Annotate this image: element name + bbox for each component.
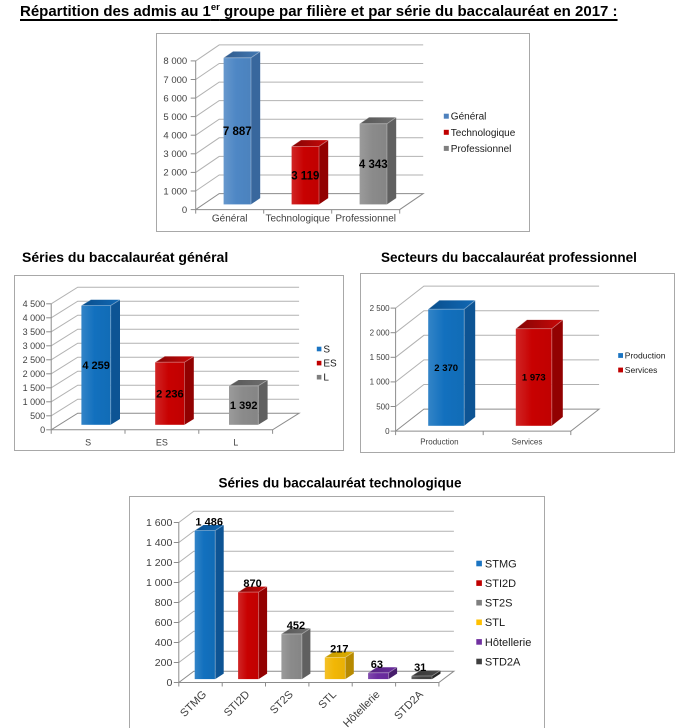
svg-text:63: 63 [371,659,383,671]
svg-text:1 000: 1 000 [146,577,172,589]
svg-text:1 973: 1 973 [522,373,546,384]
svg-text:Séries du baccalauréat général: Séries du baccalauréat général [22,249,228,265]
svg-text:STL: STL [485,617,505,629]
svg-text:4 000: 4 000 [23,313,46,323]
svg-text:4 500: 4 500 [23,299,46,309]
svg-text:Secteurs du baccalauréat profe: Secteurs du baccalauréat professionnel [381,250,637,265]
svg-text:3 000: 3 000 [23,341,46,351]
svg-text:Services: Services [625,365,658,375]
svg-text:800: 800 [155,597,173,609]
svg-text:217: 217 [330,644,348,656]
svg-text:STD2A: STD2A [485,656,521,668]
svg-text:2 500: 2 500 [370,304,391,313]
svg-text:31: 31 [414,662,426,674]
svg-text:4 259: 4 259 [82,360,110,372]
svg-text:4 343: 4 343 [359,159,388,171]
svg-text:8 000: 8 000 [163,56,187,67]
svg-text:1 392: 1 392 [230,400,258,412]
svg-text:7 000: 7 000 [163,75,187,86]
svg-text:STI2D: STI2D [485,578,516,590]
svg-text:1 486: 1 486 [195,517,223,529]
svg-text:1 400: 1 400 [146,537,172,549]
svg-text:Hôtellerie: Hôtellerie [485,637,531,649]
svg-text:4 000: 4 000 [163,131,187,142]
svg-text:1 200: 1 200 [146,557,172,569]
svg-text:Production: Production [420,438,458,447]
svg-text:5 000: 5 000 [163,112,187,123]
svg-text:1 600: 1 600 [146,517,172,529]
svg-text:2 000: 2 000 [163,168,187,179]
svg-text:L: L [233,438,238,448]
svg-text:2 000: 2 000 [23,369,46,379]
svg-text:Séries du baccalauréat technol: Séries du baccalauréat technologique [218,476,462,491]
svg-text:ES: ES [156,438,168,448]
svg-text:0: 0 [385,427,390,436]
svg-text:870: 870 [243,578,261,590]
svg-text:0: 0 [40,425,45,435]
svg-text:7 887: 7 887 [223,126,252,138]
svg-text:Général: Général [451,112,487,123]
svg-text:Technologique: Technologique [451,128,516,139]
svg-text:3 000: 3 000 [163,149,187,160]
svg-text:Général: Général [212,214,248,225]
svg-text:2 370: 2 370 [434,363,458,374]
svg-text:0: 0 [182,205,187,216]
svg-text:0: 0 [166,677,172,689]
svg-text:STMG: STMG [485,558,517,570]
svg-text:L: L [323,373,329,384]
svg-text:3 500: 3 500 [23,327,46,337]
svg-text:2 236: 2 236 [156,388,184,400]
svg-text:3 119: 3 119 [291,170,319,182]
svg-text:500: 500 [30,411,45,421]
svg-text:ES: ES [323,359,337,370]
svg-text:600: 600 [155,617,173,629]
svg-text:Services: Services [512,438,543,447]
svg-text:2 500: 2 500 [23,355,46,365]
svg-text:1 000: 1 000 [23,397,46,407]
svg-text:400: 400 [155,637,173,649]
svg-text:452: 452 [287,620,305,632]
svg-text:Technologique: Technologique [265,214,330,225]
svg-text:Professionnel: Professionnel [451,144,512,155]
svg-text:Production: Production [625,351,666,361]
svg-text:ST2S: ST2S [485,598,513,610]
svg-text:S: S [85,438,91,448]
svg-text:6 000: 6 000 [163,93,187,104]
svg-text:200: 200 [155,657,173,669]
svg-text:1 000: 1 000 [163,186,187,197]
svg-text:Professionnel: Professionnel [335,214,396,225]
svg-text:500: 500 [376,402,390,411]
svg-text:1 500: 1 500 [370,353,391,362]
svg-text:2 000: 2 000 [370,329,391,338]
svg-text:S: S [323,345,330,356]
svg-text:1 500: 1 500 [23,383,46,393]
svg-text:1 000: 1 000 [370,378,391,387]
